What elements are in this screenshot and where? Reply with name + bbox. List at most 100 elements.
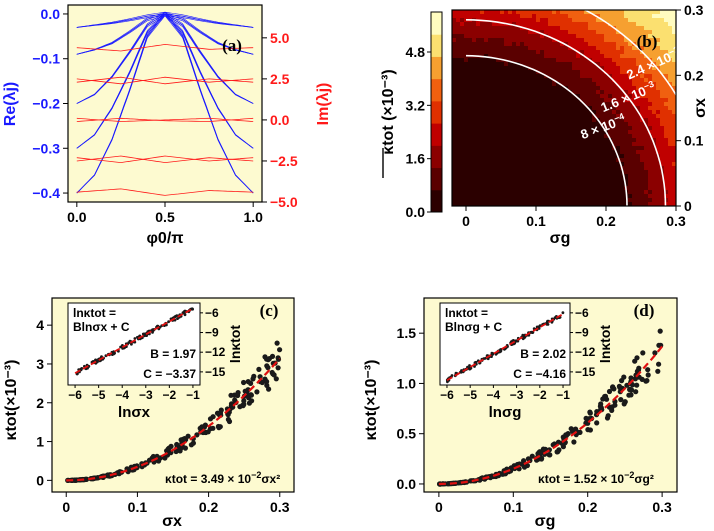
heatmap-cell [648,10,652,14]
heatmap-cell [668,82,672,86]
heatmap-cell [624,62,628,66]
heatmap-cell [608,114,612,118]
heatmap-cell [572,26,576,30]
heatmap-cell [608,178,612,182]
heatmap-cell [524,78,528,82]
heatmap-cell [492,134,496,138]
heatmap-cell [536,98,540,102]
heatmap-cell [544,102,548,106]
heatmap-cell [492,194,496,198]
heatmap-cell [664,170,668,174]
heatmap-cell [656,182,660,186]
heatmap-cell [488,38,492,42]
heatmap-cell [500,94,504,98]
heatmap-cell [648,146,652,150]
heatmap-cell [580,94,584,98]
heatmap-cell [540,86,544,90]
heatmap-cell [508,10,512,14]
heatmap-cell [600,162,604,166]
heatmap-cell [464,98,468,102]
heatmap-cell [576,110,580,114]
heatmap-cell [580,30,584,34]
heatmap-cell [664,98,668,102]
heatmap-cell [632,122,636,126]
heatmap-cell [452,22,456,26]
heatmap-cell [644,154,648,158]
heatmap-cell [648,110,652,114]
heatmap-cell [620,102,624,106]
heatmap-cell [560,146,564,150]
heatmap-cell [524,46,528,50]
heatmap-cell [484,70,488,74]
heatmap-cell [600,10,604,14]
heatmap-cell [656,170,660,174]
heatmap-cell [528,54,532,58]
heatmap-cell [620,54,624,58]
heatmap-cell [636,62,640,66]
heatmap-cell [612,14,616,18]
heatmap-cell [672,86,676,90]
heatmap-cell [604,106,608,110]
heatmap-cell [500,158,504,162]
heatmap-cell [608,26,612,30]
heatmap-cell [580,82,584,86]
heatmap-cell [548,158,552,162]
heatmap-cell [584,74,588,78]
b-ytick-label: 0.3 [684,2,704,18]
heatmap-cell [584,138,588,142]
heatmap-cell [640,154,644,158]
heatmap-cell [668,174,672,178]
heatmap-cell [480,74,484,78]
heatmap-cell [572,154,576,158]
heatmap-cell [636,202,640,206]
scatter-point [248,380,254,386]
heatmap-cell [476,26,480,30]
scatter-point [656,342,662,348]
heatmap-cell [476,146,480,150]
heatmap-cell [632,126,636,130]
heatmap-cell [528,78,532,82]
heatmap-cell [592,70,596,74]
heatmap-cell [660,86,664,90]
heatmap-cell [552,26,556,30]
heatmap-cell [664,138,668,142]
heatmap-cell [484,62,488,66]
heatmap-cell [504,194,508,198]
heatmap-cell [512,130,516,134]
colorbar-segment [431,56,442,80]
heatmap-cell [568,106,572,110]
heatmap-cell [580,182,584,186]
heatmap-cell [572,90,576,94]
heatmap-cell [632,158,636,162]
heatmap-cell [468,138,472,142]
heatmap-cell [568,58,572,62]
heatmap-cell [484,122,488,126]
scatter-point [241,379,247,386]
heatmap-cell [556,174,560,178]
heatmap-cell [628,114,632,118]
heatmap-cell [540,170,544,174]
heatmap-cell [560,62,564,66]
heatmap-cell [600,202,604,206]
heatmap-cell [644,178,648,182]
heatmap-cell [588,158,592,162]
b-xtick-label: 0.2 [596,213,616,229]
im-line-6 [76,155,254,164]
heatmap-cell [672,126,676,130]
heatmap-cell [612,46,616,50]
inset-xtick-label: −5 [463,388,477,402]
heatmap-cell [668,22,672,26]
heatmap-cell [588,102,592,106]
heatmap-cell [612,34,616,38]
heatmap-cell [592,150,596,154]
heatmap-cell [452,130,456,134]
heatmap-cell [492,74,496,78]
heatmap-cell [584,122,588,126]
heatmap-cell [536,134,540,138]
heatmap-cell [600,158,604,162]
svg-text:κtot = 3.49 × 10−2σx²: κtot = 3.49 × 10−2σx² [165,470,280,486]
heatmap-cell [672,142,676,146]
inset-point [151,329,155,332]
heatmap-cell [672,134,676,138]
heatmap-cell [660,18,664,22]
